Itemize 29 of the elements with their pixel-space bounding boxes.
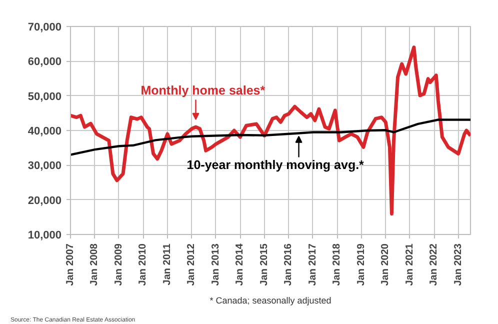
x-tick-label: Jan 2007 (65, 243, 76, 286)
annotation: 10-year monthly moving avg.* (186, 158, 364, 172)
y-tick-label: 10,000 (28, 230, 62, 242)
x-tick-label: Jan 2011 (162, 243, 173, 286)
annotation: Monthly home sales* (140, 84, 266, 98)
y-tick-label: 50,000 (28, 90, 62, 103)
line-series (70, 46, 470, 216)
x-tick-label: Jan 2010 (138, 243, 149, 286)
y-tick-label: 70,000 (28, 22, 62, 34)
y-tick-label: 60,000 (28, 56, 62, 68)
x-tick-label: Jan 2015 (258, 243, 270, 286)
x-tick-label: Jan 2023 (452, 243, 464, 286)
x-tick-label: Jan 2014 (234, 243, 246, 286)
x-tick-label: Jan 2016 (283, 243, 294, 286)
x-tick-label: Jan 2019 (356, 243, 367, 286)
x-tick-label: Jan 2021 (404, 243, 416, 286)
x-tick-label: Jan 2018 (332, 243, 343, 286)
x-tick-label: Jan 2009 (113, 243, 124, 286)
y-tick-label: 40,000 (28, 126, 62, 138)
x-tick-label: Jan 2013 (210, 243, 222, 286)
x-tick-label: Jan 2012 (186, 243, 198, 286)
x-tick-label: Jan 2008 (89, 243, 100, 286)
y-tick-label: 20,000 (28, 194, 62, 207)
x-tick-label: Jan 2022 (428, 243, 440, 286)
y-tick-label: 30,000 (28, 160, 62, 172)
x-tick-label: Jan 2017 (307, 243, 318, 286)
text: * Canada; seasonally adjusted (210, 296, 332, 306)
line-series (70, 118, 470, 156)
x-tick-label: Jan 2020 (380, 243, 392, 286)
